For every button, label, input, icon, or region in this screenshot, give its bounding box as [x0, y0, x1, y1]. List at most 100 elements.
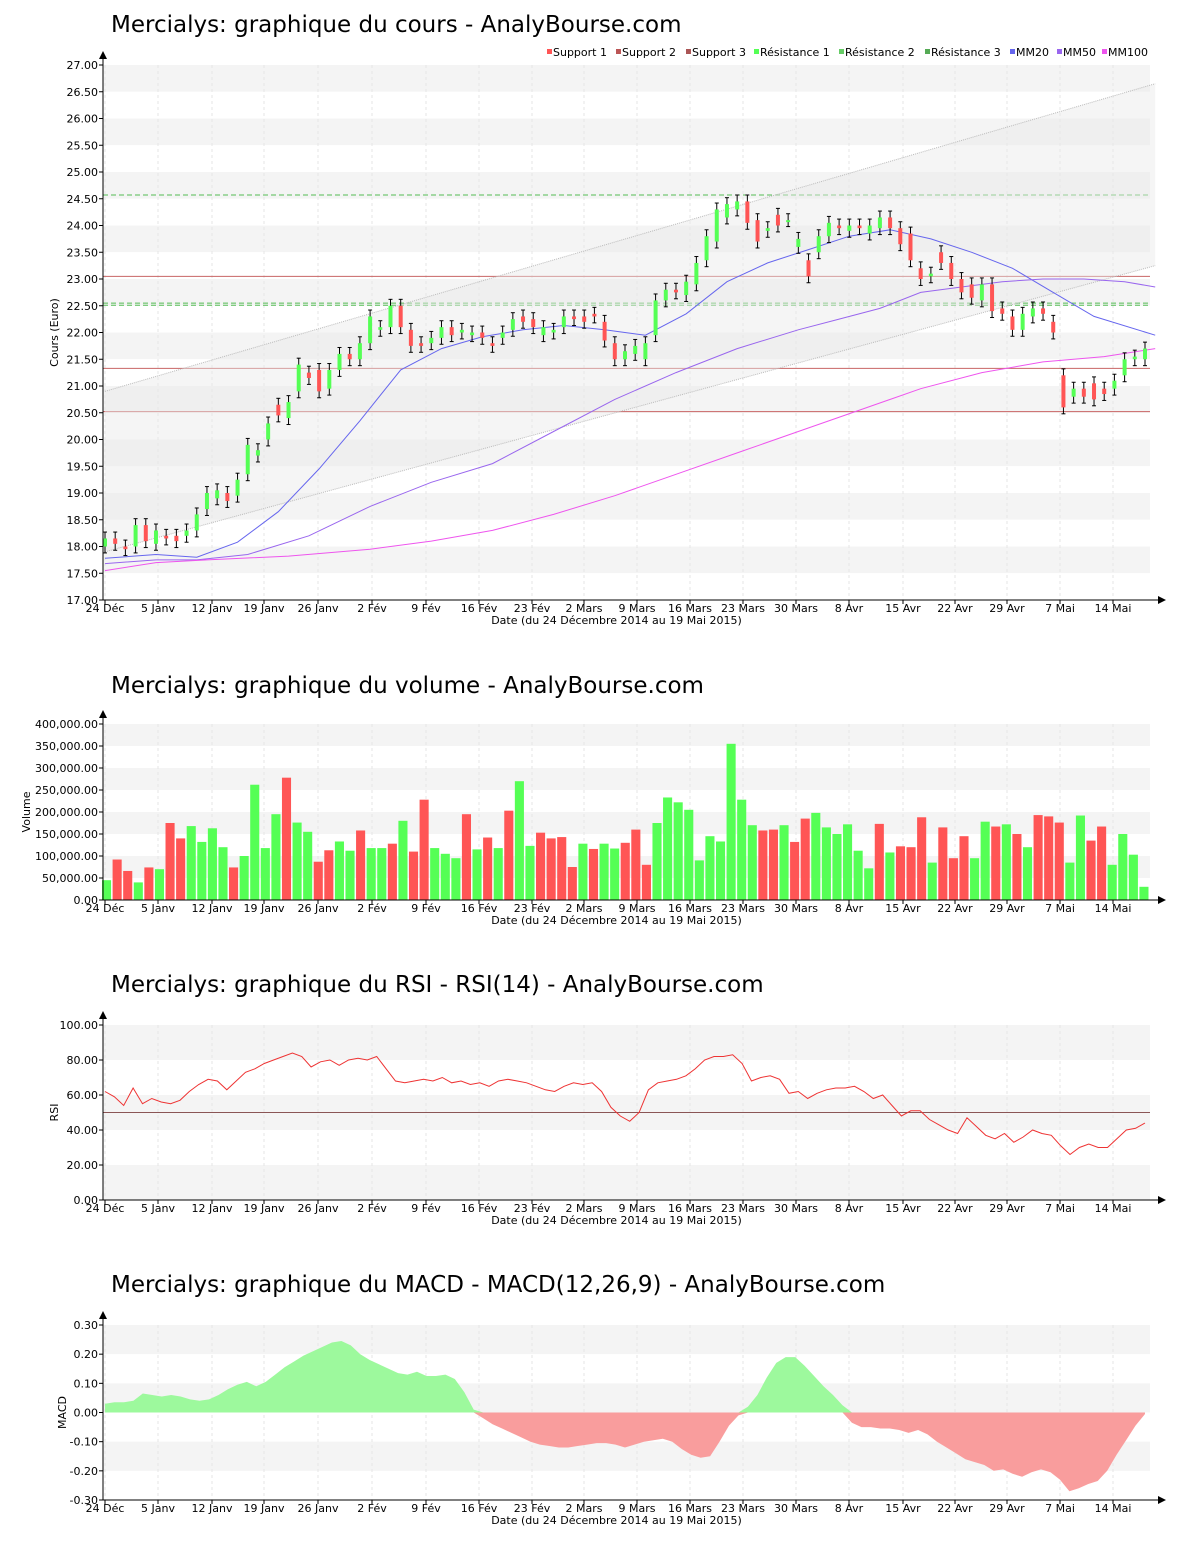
- x-tick-label: 15 Avr: [885, 602, 921, 615]
- x-tick-label: 16 Mars: [668, 1202, 712, 1215]
- candle-body: [204, 493, 209, 510]
- candle-body: [735, 201, 740, 210]
- volume-bar: [1107, 864, 1117, 900]
- volume-bar: [345, 850, 355, 900]
- volume-bar: [948, 858, 958, 900]
- candle-body: [653, 300, 658, 336]
- candle-body: [133, 525, 138, 547]
- volume-bar: [546, 838, 556, 900]
- x-tick-label: 16 Mars: [668, 1502, 712, 1515]
- x-tick-label: 14 Mai: [1095, 1202, 1132, 1215]
- candle-body: [551, 329, 556, 333]
- grid-band: [103, 305, 1150, 333]
- candle-body: [327, 369, 332, 389]
- volume-bar: [461, 814, 472, 900]
- grid-band: [103, 1025, 1150, 1060]
- y-tick-label: 40.00: [67, 1124, 99, 1137]
- y-tick-label: 0.00: [74, 894, 99, 907]
- x-axis-arrow: [1158, 1196, 1166, 1204]
- volume-bar: [1086, 840, 1096, 900]
- volume-bar: [250, 784, 260, 900]
- volume-bar: [102, 880, 112, 900]
- volume-bar: [398, 820, 408, 900]
- volume-bar: [334, 841, 344, 900]
- grid-band: [103, 412, 1150, 440]
- volume-bar: [281, 777, 292, 900]
- candle-body: [633, 345, 638, 354]
- candle-body: [103, 538, 107, 547]
- x-tick-label: 26 Janv: [298, 1502, 339, 1515]
- volume-bar: [567, 867, 577, 900]
- y-tick-label: 60.00: [67, 1089, 99, 1102]
- x-tick-label: 19 Janv: [244, 1502, 285, 1515]
- volume-chart-title: Mercialys: graphique du volume - AnalyBo…: [111, 673, 704, 699]
- candle-body: [500, 332, 505, 338]
- x-tick-label: 9 Fév: [411, 902, 441, 915]
- candle-body: [959, 279, 964, 293]
- y-tick-label: 24.50: [67, 193, 99, 206]
- legend-swatch: [1010, 49, 1015, 54]
- volume-bar: [1054, 822, 1064, 900]
- candle-body: [786, 220, 791, 223]
- volume-bar: [1001, 824, 1011, 900]
- candle-body: [1041, 308, 1046, 314]
- candle-body: [266, 423, 271, 440]
- grid-band: [103, 790, 1150, 812]
- volume-bar: [980, 821, 990, 900]
- x-tick-label: 12 Janv: [192, 602, 233, 615]
- x-tick-label: 9 Mars: [619, 902, 656, 915]
- volume-bar: [663, 797, 673, 900]
- legend-swatch: [547, 49, 552, 54]
- candle-body: [164, 535, 169, 539]
- volume-bar: [133, 882, 143, 900]
- y-tick-label: 18.50: [67, 514, 99, 527]
- candle-body: [439, 327, 444, 338]
- candle-body: [357, 343, 362, 360]
- y-tick-label: 400,000.00: [35, 718, 98, 731]
- candles: [103, 194, 1147, 557]
- channel-lower-line: [104, 265, 1156, 553]
- mm20-line: [104, 229, 1156, 559]
- x-tick-label: 7 Mai: [1045, 602, 1075, 615]
- candle-body: [1061, 375, 1066, 408]
- candle-body: [531, 319, 536, 328]
- legend-label: MM100: [1108, 46, 1148, 59]
- y-tick-label: 21.50: [67, 353, 99, 366]
- legend-swatch: [686, 49, 691, 54]
- x-tick-label: 16 Fév: [461, 1502, 498, 1515]
- candle-body: [1122, 359, 1127, 376]
- x-tick-label: 30 Mars: [774, 902, 818, 915]
- volume-bar: [483, 837, 493, 900]
- volume-bar: [292, 822, 302, 900]
- x-tick-label: 29 Avr: [989, 602, 1025, 615]
- candle-body: [694, 262, 699, 285]
- legend-label: Support 2: [622, 46, 676, 59]
- volume-bar: [1097, 826, 1107, 900]
- macd-chart-title: Mercialys: graphique du MACD - MACD(12,2…: [111, 1272, 886, 1298]
- grid-band: [103, 359, 1150, 386]
- candle-body: [877, 217, 882, 229]
- y-tick-label: 19.50: [67, 460, 99, 473]
- channel-fill: [105, 83, 1156, 552]
- x-tick-label: 24 Déc: [86, 902, 125, 915]
- candle-body: [449, 327, 454, 336]
- volume-bar: [154, 869, 165, 900]
- candle-body: [1081, 388, 1086, 397]
- volume-bar: [790, 841, 800, 900]
- x-tick-label: 12 Janv: [192, 902, 233, 915]
- y-tick-label: 21.00: [67, 380, 99, 393]
- x-tick-label: 29 Avr: [989, 1202, 1025, 1215]
- x-tick-label: 9 Fév: [411, 602, 441, 615]
- candle-body: [949, 262, 954, 279]
- y-tick-label: 300,000.00: [35, 762, 98, 775]
- candle-body: [459, 329, 464, 333]
- x-tick-label: 23 Fév: [514, 602, 551, 615]
- candle-body: [602, 321, 607, 341]
- candle-body: [113, 538, 118, 544]
- legend-label: Résistance 1: [760, 46, 830, 59]
- volume-bar: [408, 851, 419, 900]
- y-tick-label: 25.50: [67, 139, 99, 152]
- x-tick-label: 9 Fév: [411, 1502, 441, 1515]
